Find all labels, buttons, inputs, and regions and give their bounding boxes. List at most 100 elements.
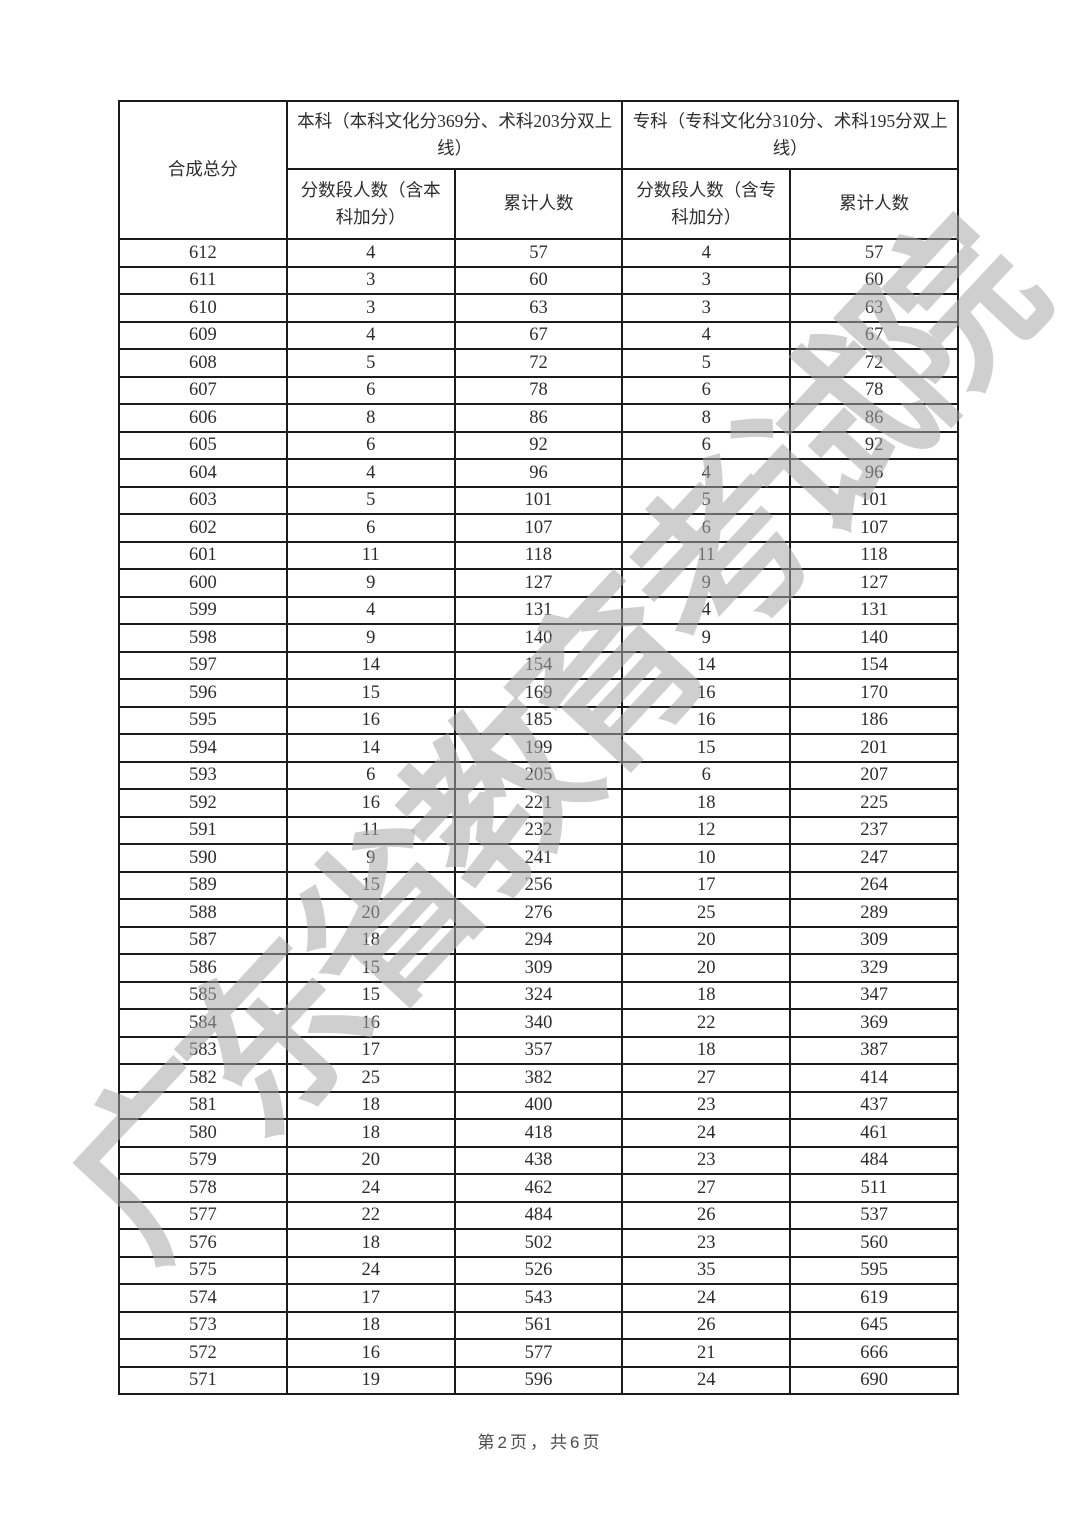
benke-count-cell: 11 [285,540,456,570]
zhuanke-cumulative-cell: 484 [789,1145,959,1175]
score-cell: 611 [118,265,288,295]
zhuanke-cumulative-cell: 619 [789,1283,959,1313]
score-cell: 596 [118,678,288,708]
zhuanke-count-cell: 4 [621,595,792,625]
benke-count-cell: 22 [285,1200,456,1230]
score-cell: 602 [118,513,288,543]
table-row: 588 20 276 25 289 [118,898,959,928]
table-row: 594 14 199 15 201 [118,733,959,763]
benke-cumulative-cell: 92 [453,430,624,460]
zhuanke-cumulative-cell: 264 [789,870,959,900]
table-row: 601 11 118 11 118 [118,540,959,570]
table-row: 572 16 577 21 666 [118,1338,959,1368]
header-benke-cumulative: 累计人数 [453,168,624,240]
benke-count-cell: 18 [285,1090,456,1120]
benke-count-cell: 6 [285,513,456,543]
table-row: 591 11 232 12 237 [118,815,959,845]
zhuanke-cumulative-cell: 225 [789,788,959,818]
score-cell: 594 [118,733,288,763]
zhuanke-cumulative-cell: 118 [789,540,959,570]
table-row: 587 18 294 20 309 [118,925,959,955]
table-row: 581 18 400 23 437 [118,1090,959,1120]
benke-cumulative-cell: 324 [453,980,624,1010]
zhuanke-cumulative-cell: 201 [789,733,959,763]
zhuanke-count-cell: 3 [621,265,792,295]
zhuanke-cumulative-cell: 67 [789,320,959,350]
zhuanke-count-cell: 6 [621,430,792,460]
zhuanke-count-cell: 5 [621,485,792,515]
zhuanke-count-cell: 8 [621,403,792,433]
table-row: 604 4 96 4 96 [118,458,959,488]
zhuanke-cumulative-cell: 461 [789,1118,959,1148]
benke-cumulative-cell: 438 [453,1145,624,1175]
table-row: 598 9 140 9 140 [118,623,959,653]
benke-count-cell: 16 [285,1008,456,1038]
table-body: 612 4 57 4 57 611 3 60 3 60 610 3 63 3 63 609 4 67 4 67 608 5… [118,238,959,1395]
table-row: 599 4 131 4 131 [118,595,959,625]
benke-cumulative-cell: 57 [453,238,624,268]
zhuanke-cumulative-cell: 237 [789,815,959,845]
benke-count-cell: 25 [285,1063,456,1093]
score-cell: 609 [118,320,288,350]
zhuanke-cumulative-cell: 560 [789,1228,959,1258]
benke-cumulative-cell: 340 [453,1008,624,1038]
zhuanke-cumulative-cell: 369 [789,1008,959,1038]
zhuanke-cumulative-cell: 437 [789,1090,959,1120]
benke-count-cell: 24 [285,1255,456,1285]
zhuanke-count-cell: 23 [621,1145,792,1175]
zhuanke-cumulative-cell: 107 [789,513,959,543]
zhuanke-count-cell: 24 [621,1283,792,1313]
benke-count-cell: 18 [285,925,456,955]
zhuanke-count-cell: 20 [621,953,792,983]
table-row: 580 18 418 24 461 [118,1118,959,1148]
score-cell: 603 [118,485,288,515]
score-cell: 585 [118,980,288,1010]
table-row: 609 4 67 4 67 [118,320,959,350]
benke-count-cell: 4 [285,458,456,488]
score-cell: 573 [118,1310,288,1340]
zhuanke-count-cell: 16 [621,705,792,735]
zhuanke-cumulative-cell: 96 [789,458,959,488]
benke-count-cell: 16 [285,705,456,735]
table-row: 596 15 169 16 170 [118,678,959,708]
score-cell: 578 [118,1173,288,1203]
score-cell: 612 [118,238,288,268]
benke-cumulative-cell: 86 [453,403,624,433]
zhuanke-cumulative-cell: 57 [789,238,959,268]
benke-cumulative-cell: 484 [453,1200,624,1230]
zhuanke-count-cell: 23 [621,1090,792,1120]
table-row: 612 4 57 4 57 [118,238,959,268]
header-benke-group: 本科（本科文化分369分、术科203分双上线） [285,100,624,170]
table-row: 571 19 596 24 690 [118,1365,959,1395]
zhuanke-cumulative-cell: 645 [789,1310,959,1340]
score-cell: 583 [118,1035,288,1065]
score-cell: 588 [118,898,288,928]
benke-count-cell: 6 [285,760,456,790]
benke-cumulative-cell: 67 [453,320,624,350]
zhuanke-count-cell: 9 [621,623,792,653]
benke-count-cell: 15 [285,678,456,708]
zhuanke-cumulative-cell: 131 [789,595,959,625]
benke-count-cell: 19 [285,1365,456,1395]
benke-cumulative-cell: 78 [453,375,624,405]
header-benke-segment-count: 分数段人数（含本科加分） [285,168,456,240]
zhuanke-cumulative-cell: 207 [789,760,959,790]
zhuanke-cumulative-cell: 60 [789,265,959,295]
benke-count-cell: 16 [285,788,456,818]
page-number-footer: 第2页，共6页 [477,1433,603,1452]
benke-cumulative-cell: 118 [453,540,624,570]
score-cell: 592 [118,788,288,818]
benke-count-cell: 16 [285,1338,456,1368]
zhuanke-cumulative-cell: 86 [789,403,959,433]
zhuanke-cumulative-cell: 666 [789,1338,959,1368]
zhuanke-cumulative-cell: 414 [789,1063,959,1093]
benke-count-cell: 14 [285,733,456,763]
score-cell: 593 [118,760,288,790]
score-cell: 610 [118,293,288,323]
benke-cumulative-cell: 131 [453,595,624,625]
benke-cumulative-cell: 185 [453,705,624,735]
header-score-column: 合成总分 [118,100,288,240]
zhuanke-count-cell: 16 [621,678,792,708]
table-row: 605 6 92 6 92 [118,430,959,460]
table-row: 575 24 526 35 595 [118,1255,959,1285]
